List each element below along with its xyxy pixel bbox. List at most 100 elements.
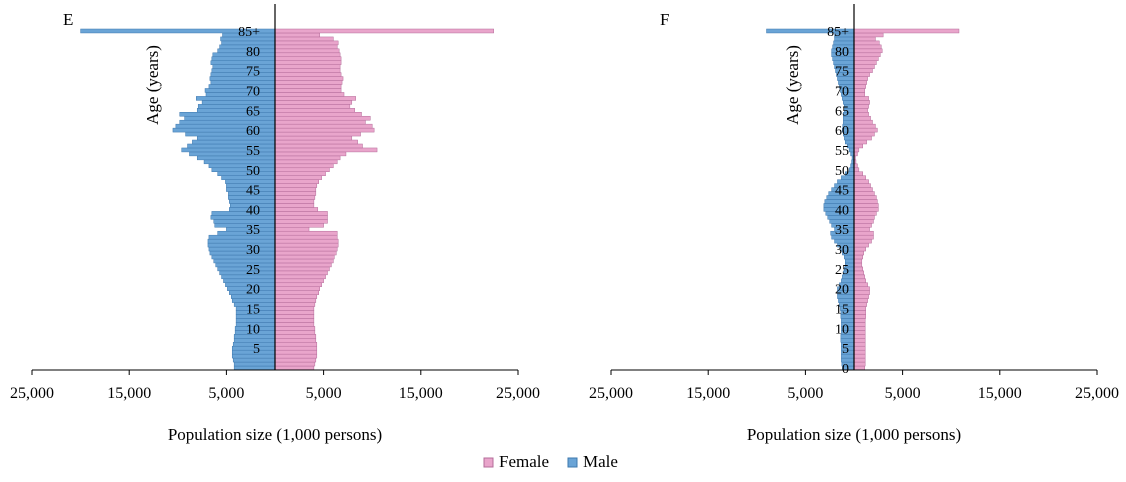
bar-male-age-29 — [209, 250, 276, 256]
age-tick-label: 15 — [246, 303, 260, 318]
bar-male-age-75 — [211, 68, 276, 73]
bar-male-age-51 — [208, 163, 276, 169]
bar-male-age-58 — [196, 135, 276, 141]
bar-female-age-26 — [274, 262, 332, 268]
bar-female-age-12 — [274, 318, 315, 323]
age-tick-label: 30 — [246, 243, 260, 258]
age-tick-label: 45 — [246, 184, 260, 199]
bar-female-age-44 — [274, 191, 317, 196]
bar-male-age-72 — [210, 80, 276, 85]
age-tick-label: 45 — [835, 184, 849, 199]
age-tick-label: 65 — [835, 104, 849, 119]
bar-female-age-43 — [274, 195, 316, 200]
bar-female-age-67 — [853, 100, 870, 105]
x-tick-label: 15,000 — [399, 385, 443, 402]
bar-female-age-5 — [853, 345, 866, 351]
bar-female-age-31 — [274, 242, 339, 248]
bar-female-age-52 — [274, 159, 338, 165]
age-tick-label: 80 — [835, 45, 849, 60]
bar-female-age-85+ — [853, 28, 960, 34]
bar-female-age-36 — [853, 223, 872, 228]
pyramid-chart-f: 25,000 15,000 5,000 5,000 15,000 25,000 0 5 10 15… — [589, 4, 1119, 444]
bar-female-age-17 — [853, 298, 868, 303]
bar-female-age-66 — [853, 104, 869, 109]
bar-female-age-77 — [274, 60, 342, 65]
bar-female-age-56 — [274, 143, 363, 149]
bar-female-age-70 — [274, 88, 342, 93]
bar-female-age-85+ — [274, 28, 494, 34]
bar-female-age-72 — [853, 80, 867, 85]
bar-female-age-57 — [853, 139, 867, 145]
panel-letter: F — [660, 10, 669, 29]
bar-male-age-68 — [196, 96, 276, 101]
bar-female-age-37 — [274, 219, 328, 224]
bar-female-age-63 — [274, 115, 371, 121]
bar-male-age-61 — [175, 123, 276, 129]
bar-male-age-1 — [233, 361, 276, 367]
bar-female-age-72 — [274, 80, 343, 85]
bar-female-age-53 — [274, 155, 341, 161]
age-tick-label: 25 — [835, 263, 849, 278]
bar-male-age-78 — [211, 56, 276, 61]
bar-female-age-25 — [274, 266, 330, 272]
bar-female-age-29 — [274, 250, 337, 256]
legend: Female Male — [483, 452, 618, 471]
bar-female-age-61 — [274, 123, 373, 129]
bar-female-age-8 — [274, 334, 317, 339]
bar-female-age-80 — [274, 48, 340, 54]
bar-female-age-33 — [853, 234, 874, 240]
bar-female-age-9 — [853, 330, 866, 335]
bar-female-age-13 — [853, 314, 866, 319]
bar-male-age-31 — [207, 242, 276, 248]
bar-male-age-50 — [211, 167, 276, 172]
bar-female-age-68 — [853, 96, 869, 101]
bar-female-age-84 — [853, 32, 884, 38]
bar-female-age-6 — [853, 341, 866, 347]
bar-female-age-83 — [853, 36, 876, 42]
panel-letter: E — [63, 10, 73, 29]
bar-female-age-47 — [274, 179, 319, 184]
bar-female-age-59 — [853, 131, 875, 137]
bar-female-age-2 — [274, 357, 317, 363]
bar-female-age-26 — [853, 262, 863, 268]
bar-female-age-14 — [853, 310, 866, 315]
bar-female-age-16 — [274, 302, 316, 307]
bar-female-age-34 — [274, 230, 338, 236]
bar-female-age-27 — [853, 258, 863, 264]
bar-female-age-13 — [274, 314, 315, 319]
x-tick-label: 15,000 — [978, 385, 1022, 402]
bar-female-age-37 — [853, 219, 874, 224]
bar-male-age-79 — [212, 52, 276, 58]
bar-female-age-47 — [853, 179, 869, 184]
bar-female-age-71 — [853, 84, 866, 89]
x-tick-label: 5,000 — [306, 385, 342, 402]
bar-female-age-18 — [853, 294, 869, 299]
age-tick-label: 30 — [835, 243, 849, 258]
age-tick-label: 10 — [246, 322, 260, 337]
x-axis-title: Population size (1,000 persons) — [168, 425, 382, 444]
bar-female-age-21 — [274, 282, 322, 287]
age-tick-label: 20 — [246, 283, 260, 298]
age-tick-label: 55 — [246, 144, 260, 159]
bar-female-age-40 — [274, 207, 319, 212]
bar-male-age-76 — [212, 64, 276, 69]
age-tick-label: 60 — [835, 124, 849, 139]
bar-female-age-41 — [274, 203, 315, 208]
bar-female-age-9 — [274, 330, 316, 335]
bar-male-age-0 — [233, 365, 276, 371]
age-tick-label: 25 — [246, 263, 260, 278]
bar-female-age-10 — [853, 326, 866, 331]
bar-female-age-1 — [274, 361, 316, 367]
bar-male-age-56 — [187, 143, 276, 149]
bar-female-age-0 — [274, 365, 315, 371]
bar-male-age-55 — [181, 147, 276, 153]
bar-female-age-30 — [274, 246, 338, 252]
age-tick-label: 0 — [842, 362, 849, 377]
bar-female-age-68 — [274, 96, 356, 101]
bar-female-age-76 — [274, 64, 341, 69]
bar-female-age-60 — [853, 127, 878, 133]
bar-male-age-71 — [208, 84, 276, 89]
bar-male-age-2 — [232, 357, 276, 363]
bar-female-age-79 — [853, 52, 881, 58]
